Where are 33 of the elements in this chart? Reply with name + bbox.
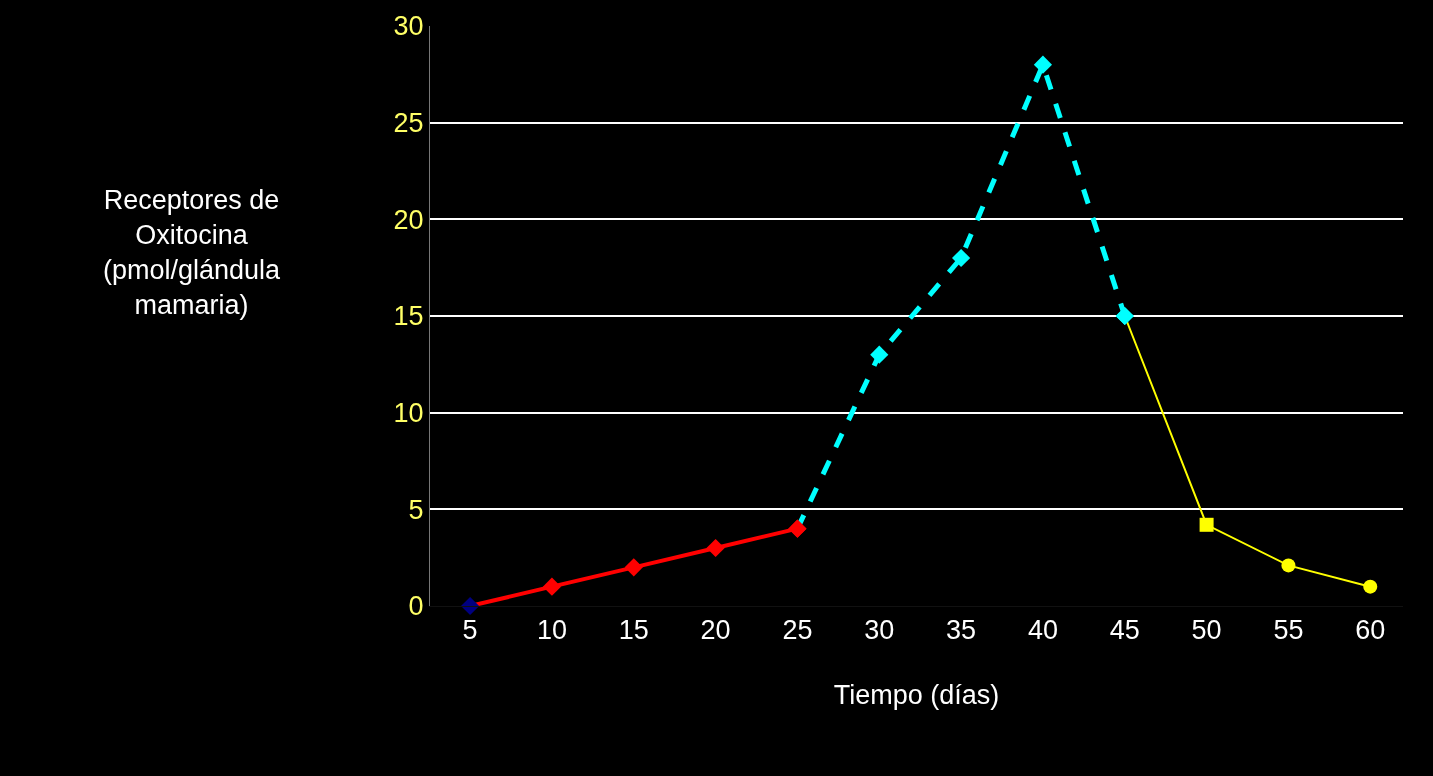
x-tick-label: 20	[700, 615, 731, 646]
y-tick-label: 15	[393, 301, 424, 332]
x-tick-label: 25	[782, 615, 813, 646]
x-tick-label: 40	[1027, 615, 1058, 646]
y-tick-label: 20	[393, 204, 424, 235]
x-tick-label: 60	[1355, 615, 1386, 646]
point	[870, 345, 889, 364]
x-axis-title: Tiempo (días)	[833, 679, 1000, 710]
x-tick-label: 50	[1191, 615, 1222, 646]
point	[1281, 558, 1296, 573]
y-tick-label: 5	[408, 494, 424, 525]
y-tick-label: 30	[393, 11, 424, 42]
x-tick-label: 35	[946, 615, 977, 646]
x-tick-label: 45	[1109, 615, 1140, 646]
point	[624, 558, 643, 577]
point	[952, 248, 971, 268]
point	[788, 519, 807, 538]
point	[542, 577, 562, 596]
x-tick-label: 5	[462, 615, 478, 646]
point	[1115, 306, 1134, 326]
y-axis-title: Receptores de Oxitocina (pmol/glándula mamaria)	[103, 185, 282, 321]
x-tick-label: 15	[618, 615, 649, 646]
y-tick-label: 0	[408, 591, 424, 622]
y-tick-label: 25	[393, 108, 424, 139]
point	[1199, 517, 1214, 532]
y-tick-label: 10	[393, 398, 424, 429]
x-tick-label: 10	[536, 615, 567, 646]
point	[1033, 55, 1053, 74]
point	[706, 538, 725, 558]
point	[461, 596, 480, 616]
point	[1363, 579, 1378, 594]
x-tick-label: 55	[1273, 615, 1304, 646]
x-tick-label: 30	[864, 615, 895, 646]
